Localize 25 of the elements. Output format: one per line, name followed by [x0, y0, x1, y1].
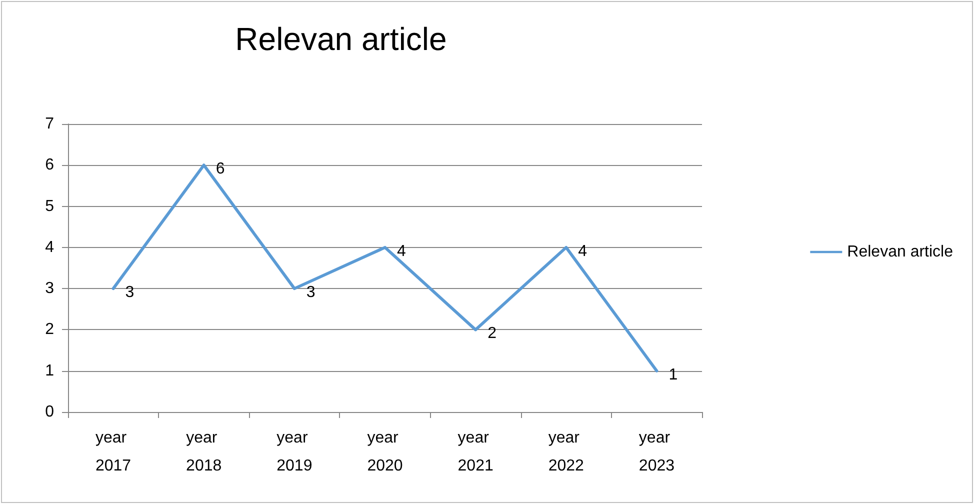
data-label: 6 — [216, 160, 225, 178]
data-label: 4 — [578, 242, 588, 260]
legend-label: Relevan article — [847, 244, 954, 260]
data-label: 4 — [397, 242, 406, 260]
line-series — [112, 164, 658, 372]
y-tick-label: 1 — [45, 362, 54, 380]
y-tick-label: 4 — [45, 238, 54, 256]
y-tick-label: 3 — [45, 280, 54, 298]
x-tick-label: year 2023 — [638, 430, 675, 474]
x-tick-label: year 2018 — [186, 430, 222, 474]
chart-title: Relevan article — [235, 21, 447, 57]
x-tick-label: year 2020 — [367, 430, 403, 474]
x-tick-label: year 2022 — [548, 430, 584, 474]
y-tick-label: 0 — [45, 404, 54, 420]
x-tick-label: year 2017 — [95, 430, 132, 474]
y-tick-label: 2 — [45, 321, 54, 338]
data-label: 3 — [125, 284, 134, 302]
y-tick-label: 6 — [45, 156, 54, 174]
data-label: 1 — [668, 366, 678, 384]
x-tick-label: year 2021 — [458, 430, 494, 474]
y-tick-label: 5 — [45, 198, 54, 215]
x-tick-label: year 2019 — [276, 430, 312, 474]
data-label: 2 — [488, 325, 497, 342]
data-label: 3 — [306, 284, 316, 302]
y-tick-label: 7 — [45, 116, 54, 132]
